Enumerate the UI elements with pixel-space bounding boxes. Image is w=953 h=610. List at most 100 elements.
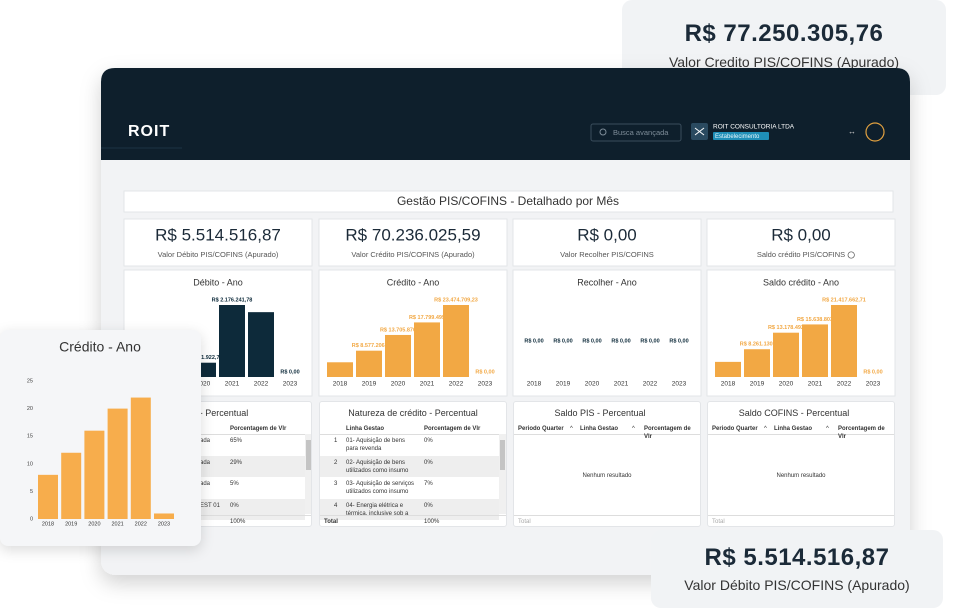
total-label: Total xyxy=(324,519,338,525)
bar xyxy=(773,332,799,377)
company-name: ROIT CONSULTORIA LTDA xyxy=(713,124,795,131)
column-header: Porcentagem de Vlr xyxy=(424,426,481,432)
bar xyxy=(130,397,151,519)
x-tick-label: 2019 xyxy=(65,521,77,527)
x-tick-label: 2019 xyxy=(750,381,765,388)
overlay-chart-card: Crédito - Ano 0 5 10 15 20 25 2018 2019 2020 2021 2… xyxy=(0,330,201,546)
total-label: Total xyxy=(518,519,531,525)
y-tick-label: 5 xyxy=(30,489,33,495)
table-cell: 0% xyxy=(230,502,239,509)
header-row xyxy=(125,423,311,435)
chart-title: Saldo crédito - Ano xyxy=(763,277,839,287)
x-tick-label: 2023 xyxy=(672,381,687,388)
value-label: R$ 431.922,7 xyxy=(186,355,219,361)
value-label: R$ 2.176.241,78 xyxy=(212,297,253,303)
value-label: R$ 8.261.130, xyxy=(740,342,775,348)
bar xyxy=(219,305,245,377)
badge-text: Estabelecimento xyxy=(715,134,760,140)
kpi-value: R$ 0,00 xyxy=(771,225,831,244)
search-box[interactable] xyxy=(590,123,682,142)
badge xyxy=(713,132,769,140)
table-title: es - Percentual xyxy=(187,408,249,418)
x-tick-label: 2020 xyxy=(391,381,406,388)
column-header: Periodo Quarter xyxy=(518,426,564,432)
x-tick-label: 2021 xyxy=(111,521,123,527)
y-tick-label: 25 xyxy=(27,378,33,384)
x-tick-label: 2021 xyxy=(614,381,629,388)
table-cell: 1 xyxy=(334,438,338,444)
x-tick-label: 2022 xyxy=(837,381,852,388)
value-label: R$ 8.577.206, xyxy=(352,343,387,349)
value-label: R$ 0,00 xyxy=(611,338,630,344)
x-tick-label: 2018 xyxy=(42,521,54,527)
bar xyxy=(802,324,828,377)
value-label: R$ 13.705.870 xyxy=(380,327,416,333)
sort-icon: ^ xyxy=(826,426,829,432)
x-tick-label: 2023 xyxy=(283,381,298,388)
callout-label: Valor Débito PIS/COFINS (Apurado) xyxy=(684,577,910,593)
table-title: Saldo PIS - Percentual xyxy=(554,408,646,418)
row-shade xyxy=(320,455,499,477)
title-bar xyxy=(123,190,894,213)
bar xyxy=(61,452,82,519)
kpi-card xyxy=(318,218,508,267)
header-row xyxy=(514,423,700,435)
x-tick-label: 2020 xyxy=(88,521,100,527)
value-label: R$ 23.474.709,23 xyxy=(434,297,478,303)
value-label: R$ 0,00 xyxy=(863,369,882,375)
row-shade xyxy=(320,498,499,520)
chart-title: Crédito - Ano xyxy=(387,277,440,287)
bar xyxy=(385,334,411,377)
bar xyxy=(107,408,128,519)
table-cell: 65% xyxy=(230,438,243,444)
column-header: Porcentagem de Vlr xyxy=(644,426,691,440)
callout-label: Valor Credito PIS/COFINS (Apurado) xyxy=(668,54,900,70)
column-header: Porcentagem de Vlr xyxy=(230,426,287,432)
x-tick-label: 2022 xyxy=(254,381,269,388)
bar xyxy=(715,361,741,377)
scrollbar xyxy=(499,434,506,514)
bar xyxy=(84,430,105,519)
table-cell: 0% xyxy=(424,438,433,444)
scrollbar xyxy=(305,434,311,514)
kpi-card xyxy=(706,218,896,267)
y-tick-label: 10 xyxy=(27,461,33,467)
footer-row xyxy=(125,515,311,526)
table-card: Saldo COFINS - Percentual Periodo Quarter… xyxy=(707,401,895,527)
arrows-icon[interactable]: ↔ xyxy=(848,127,856,136)
value-label: R$ 0,00 xyxy=(524,338,543,344)
total-value: 100% xyxy=(424,519,440,525)
scroll-thumb xyxy=(306,440,311,470)
callout-value: R$ 77.250.305,76 xyxy=(684,20,884,47)
value-label: R$ 15.638.803 xyxy=(797,317,833,323)
bar xyxy=(327,362,353,377)
total-value: 100% xyxy=(230,519,246,525)
x-tick-label: 2022 xyxy=(449,381,464,388)
x-tick-label: 2019 xyxy=(556,381,571,388)
overlay-chart: Crédito - Ano 0 5 10 15 20 25 2018 2019 2020 2021 2… xyxy=(27,339,174,527)
table-cell: 29% xyxy=(230,459,243,466)
x-tick-label: 2018 xyxy=(721,381,736,388)
column-header: Linha Gestao xyxy=(774,426,813,432)
chart-title: Recolher - Ano xyxy=(577,277,637,287)
table-cell: 03- Aquisição de serviços utilizados com… xyxy=(346,481,415,495)
chart-title: Crédito - Ano xyxy=(59,339,141,355)
chart-card xyxy=(706,269,896,397)
kpi-value: R$ 0,00 xyxy=(577,225,637,244)
header-row xyxy=(320,423,506,435)
table-cell: 7% xyxy=(424,481,433,487)
x-tick-label: 2023 xyxy=(866,381,881,388)
x-tick-label: 2020 xyxy=(196,381,211,388)
table-cell: EST 01 xyxy=(200,502,220,509)
footer-row xyxy=(708,515,894,526)
kpi-label: Valor Débito PIS/COFINS (Apurado) xyxy=(158,250,279,259)
sort-icon: ^ xyxy=(764,426,767,432)
header-row xyxy=(708,423,894,435)
value-label: R$ 0,00 xyxy=(475,369,494,375)
avatar[interactable] xyxy=(865,122,885,142)
table-cell: ada xyxy=(200,459,211,466)
sort-icon: ^ xyxy=(570,426,573,432)
empty-message: Nenhum resultado xyxy=(776,473,826,479)
column-header: Porcentagem de Vlr xyxy=(838,426,885,440)
value-label: R$ 0,00 xyxy=(669,338,688,344)
